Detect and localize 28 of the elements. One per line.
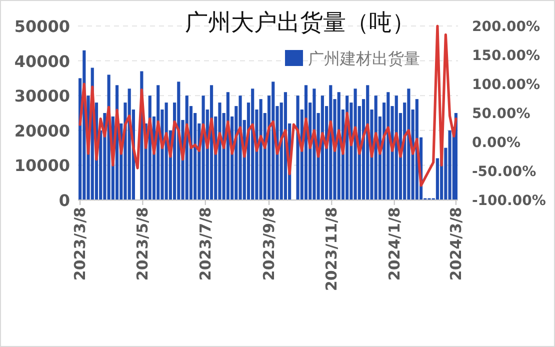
y-tick-label: 30000: [14, 86, 70, 106]
x-tick-label: 2023/7/8: [196, 207, 214, 281]
y2-tick-label: 0.00%: [472, 135, 521, 151]
bar: [259, 99, 262, 200]
bar: [296, 96, 300, 200]
y-tick-label: 0: [58, 191, 70, 210]
y2-tick-label: 200.00%: [472, 19, 540, 35]
bar: [436, 158, 439, 200]
y-tick-label: 20000: [14, 121, 70, 140]
bar: [448, 130, 452, 200]
y-tick-label: 50000: [14, 17, 70, 36]
legend: 广州建材出货量: [285, 49, 420, 68]
x-tick-label: 2023/3/8: [71, 207, 90, 281]
legend-label: 广州建材出货量: [308, 49, 420, 68]
x-tick-label: 2023/5/8: [134, 207, 152, 281]
y2-tick-label: -100.00%: [472, 193, 546, 209]
y2-tick-label: 100.00%: [472, 77, 540, 93]
y2-tick-label: 150.00%: [472, 48, 540, 64]
x-tick-label: 2024/3/8: [446, 207, 465, 281]
x-tick-label: 2024/1/8: [385, 207, 404, 281]
x-tick-label: 2023/9/8: [260, 207, 278, 281]
y2-tick-label: -50.00%: [472, 164, 536, 180]
bar: [407, 88, 410, 200]
y2-tick-label: 50.00%: [472, 106, 530, 122]
chart-title: 广州大户出货量（吨）: [185, 10, 415, 36]
y-tick-label: 40000: [14, 52, 70, 71]
x-tick-label: 2023/11/8: [322, 207, 341, 292]
y-tick-label: 10000: [14, 156, 70, 176]
